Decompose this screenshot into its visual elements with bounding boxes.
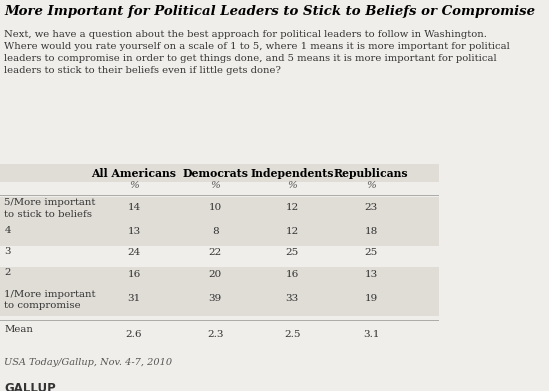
Text: 2.6: 2.6 [126, 330, 142, 339]
Text: 23: 23 [365, 203, 378, 212]
Text: 1/More important
to compromise: 1/More important to compromise [4, 289, 96, 310]
Text: 24: 24 [127, 248, 141, 257]
FancyBboxPatch shape [0, 197, 439, 224]
Text: 10: 10 [209, 203, 222, 212]
Text: 22: 22 [209, 248, 222, 257]
FancyBboxPatch shape [0, 164, 439, 182]
Text: Democrats: Democrats [182, 167, 248, 179]
Text: Next, we have a question about the best approach for political leaders to follow: Next, we have a question about the best … [4, 30, 510, 75]
FancyBboxPatch shape [0, 267, 439, 288]
Text: 5/More important
to stick to beliefs: 5/More important to stick to beliefs [4, 199, 96, 219]
FancyBboxPatch shape [0, 224, 439, 246]
Text: 13: 13 [365, 269, 378, 278]
Text: 16: 16 [285, 269, 299, 278]
Text: 2.3: 2.3 [207, 330, 223, 339]
Text: 25: 25 [365, 248, 378, 257]
Text: 2: 2 [4, 268, 11, 277]
Text: 39: 39 [209, 294, 222, 303]
Text: %: % [366, 181, 376, 190]
Text: 2.5: 2.5 [284, 330, 300, 339]
Text: 12: 12 [285, 227, 299, 236]
Text: %: % [210, 181, 220, 190]
Text: 19: 19 [365, 294, 378, 303]
Text: 3: 3 [4, 247, 11, 256]
Text: 14: 14 [127, 203, 141, 212]
Text: 4: 4 [4, 226, 11, 235]
Text: 31: 31 [127, 294, 141, 303]
Text: 20: 20 [209, 269, 222, 278]
Text: Mean: Mean [4, 325, 33, 334]
Text: Independents: Independents [250, 167, 334, 179]
Text: GALLUP: GALLUP [4, 382, 56, 391]
Text: %: % [287, 181, 297, 190]
Text: USA Today/Gallup, Nov. 4-7, 2010: USA Today/Gallup, Nov. 4-7, 2010 [4, 358, 172, 367]
Text: 33: 33 [285, 294, 299, 303]
Text: 8: 8 [212, 227, 219, 236]
Text: 16: 16 [127, 269, 141, 278]
Text: 25: 25 [285, 248, 299, 257]
Text: All Americans: All Americans [92, 167, 176, 179]
Text: 12: 12 [285, 203, 299, 212]
Text: 3.1: 3.1 [363, 330, 379, 339]
Text: 13: 13 [127, 227, 141, 236]
FancyBboxPatch shape [0, 288, 439, 316]
Text: %: % [129, 181, 139, 190]
Text: Republicans: Republicans [334, 167, 408, 179]
Text: More Important for Political Leaders to Stick to Beliefs or Compromise: More Important for Political Leaders to … [4, 5, 535, 18]
Text: 18: 18 [365, 227, 378, 236]
